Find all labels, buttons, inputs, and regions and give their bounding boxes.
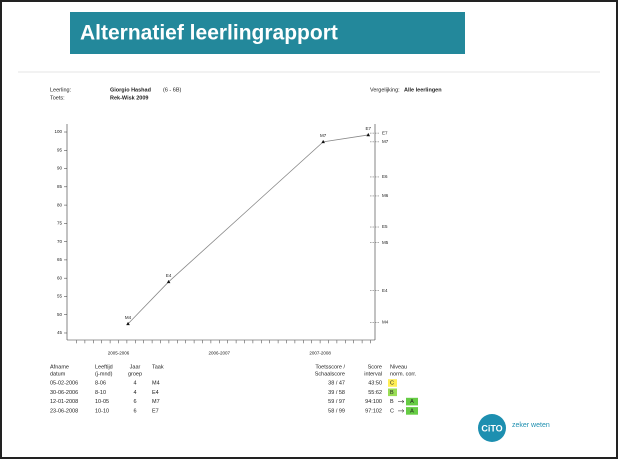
table-header: groep [128,371,142,377]
logo-mark: CiTO [481,423,502,433]
y2-tick-label: M6 [382,193,389,198]
table-cell: 4 [133,390,136,396]
title: Alternatief leerlingrapport [80,22,338,45]
test-label: Toets: [50,95,65,101]
table-cell: 39 / 58 [328,390,345,396]
table-header: Leeftijd [95,364,113,370]
table-header: Schaalscore [315,371,345,377]
table-cell: 05-02-2006 [50,380,78,386]
test-name: Rek-Wisk 2009 [110,95,148,101]
table-cell: E7 [152,408,159,414]
table-cell: 8-06 [95,380,106,386]
y-tick-label: 80 [57,202,63,207]
student-label: Leerling: [50,87,72,93]
logo-tagline: zeker weten [512,422,550,429]
table-cell: 8-10 [95,390,106,396]
table-cell: 10-10 [95,408,109,414]
y-tick-label: 65 [57,257,63,262]
point-label: E7 [366,126,372,131]
y2-tick-label: M7 [382,139,389,144]
table-header: interval [364,371,382,377]
level-badge [388,379,397,387]
table-cell: 6 [133,399,136,405]
y-tick-label: 85 [57,184,63,189]
table-cell: 38 / 47 [328,380,345,386]
level-badge [388,388,397,397]
point [366,132,371,137]
level-corr: A [410,399,414,405]
table-cell: 30-06-2006 [50,390,78,396]
y2-tick-label: E4 [382,288,388,293]
y-tick-label: 45 [57,330,63,335]
table-cell: 55:62 [368,390,382,396]
table-header: Toetsscore / [315,364,345,370]
point [126,321,130,326]
table-header: datum [50,371,66,377]
level-corr: A [410,408,414,414]
table-header: Afname [50,364,69,370]
point [166,279,171,284]
table-cell: 12-01-2008 [50,399,78,405]
y-tick-label: 100 [54,129,62,134]
student-group: (6 - 6B) [163,87,182,93]
y-tick-label: 70 [57,239,63,244]
table-cell: 59 / 97 [328,399,345,405]
x-period-label: 2005-2006 [108,350,130,355]
table-cell: 10-05 [95,399,109,405]
line [127,134,369,325]
table-cell: E4 [152,390,159,396]
table-cell: 43:50 [368,380,382,386]
point [321,139,325,144]
y2-tick-label: E7 [382,130,388,135]
level-norm: C [390,380,394,386]
arrow [398,399,405,404]
y2-tick-label: E5 [382,224,388,229]
table-header: Jaar [130,364,141,370]
table-header: norm. corr. [390,371,417,377]
table-header: Score [368,364,382,370]
table-cell: 58 / 99 [328,408,345,414]
table-cell: 4 [133,380,136,386]
y-tick-label: 60 [57,275,63,280]
table-header: Niveau [390,364,407,370]
y-tick-label: 55 [57,294,63,299]
arrow [398,409,405,413]
table-cell: 23-06-2008 [50,408,78,414]
table-header: (j-mnd) [95,371,113,377]
logo: CiTO zeker weten [478,414,550,442]
level-norm: B [390,390,394,396]
y-tick-label: 90 [57,166,63,171]
table-cell: 97:102 [365,408,382,414]
table-cell: M4 [152,380,160,386]
y-tick-label: 95 [57,147,63,152]
y2-tick-label: M5 [382,240,389,245]
level-badge [406,407,418,415]
level-norm: C [390,408,394,414]
point-label: E4 [166,273,172,278]
x-period-label: 2007-2008 [309,350,331,355]
level-badge [406,397,418,406]
student-name: Giorgio Hashad [110,87,151,93]
table-cell: M7 [152,399,160,405]
y2-tick-label: E6 [382,174,388,179]
table-cell: 94:100 [365,399,382,405]
y-tick-label: 75 [57,221,63,226]
y2-tick-label: M4 [382,320,389,325]
level-norm: B [390,399,394,405]
y-tick-label: 50 [57,312,63,317]
point-label: M7 [320,133,327,138]
table-cell: 6 [133,408,136,414]
logo-circle [478,414,506,442]
table-header: Taak [152,364,164,370]
compare-label: Vergelijking: [370,87,400,93]
point-label: M4 [125,315,132,320]
title-box [70,12,465,54]
compare-value: Alle leerlingen [404,87,442,93]
x-period-label: 2006-2007 [209,350,231,355]
